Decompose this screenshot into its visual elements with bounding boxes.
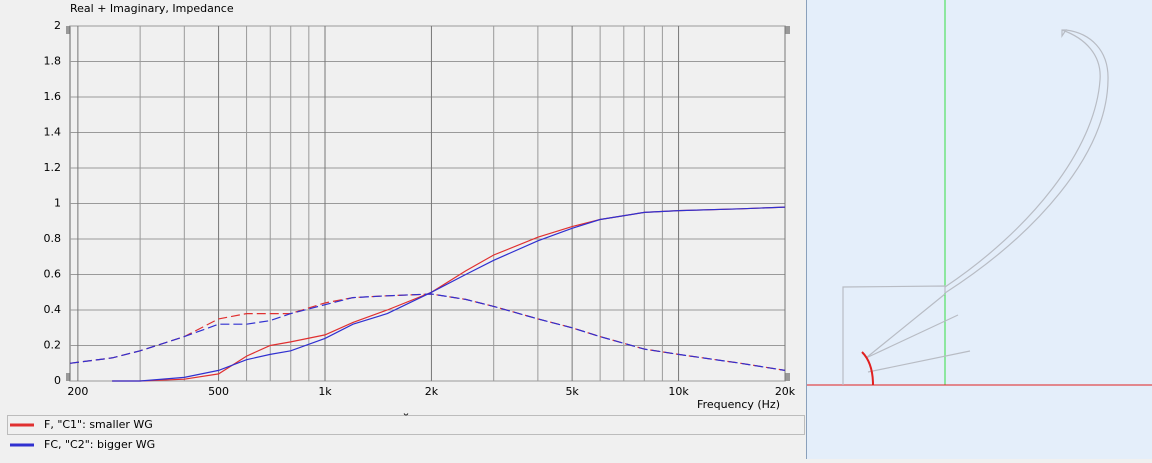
- waveguide: [842, 29, 1109, 385]
- handle: [785, 26, 790, 34]
- radiation-line: [865, 293, 946, 359]
- radiation-line: [865, 314, 959, 359]
- imaginary-line: [69, 293, 786, 371]
- waveguide-outline: [842, 285, 946, 385]
- legend-selection: [7, 415, 805, 435]
- radiation-line: [867, 350, 971, 373]
- legend-label: FC, "C2": bigger WG: [44, 438, 155, 451]
- x-tick-label: 200: [67, 385, 88, 398]
- y-tick-label: 1.6: [44, 90, 62, 103]
- handle: [785, 373, 790, 381]
- driver: [861, 351, 874, 386]
- waveguide-curve: [944, 29, 1101, 288]
- x-tick-label: 5k: [565, 385, 579, 398]
- chart-title: Real + Imaginary, Impedance: [70, 2, 234, 15]
- x-tick-label: 1k: [318, 385, 332, 398]
- legend-label: F, "C1": smaller WG: [44, 418, 153, 431]
- x-tick-label: 20k: [775, 385, 796, 398]
- handle: [66, 373, 70, 381]
- y-tick-label: 0.2: [44, 339, 62, 352]
- y-tick-label: 0: [54, 374, 61, 387]
- x-tick-label: 10k: [668, 385, 689, 398]
- geometry-panel: [807, 0, 1152, 459]
- y-tick-label: 1.8: [44, 55, 62, 68]
- x-axis-label: Frequency (Hz): [697, 398, 780, 411]
- y-tick-label: 2: [54, 19, 61, 32]
- x-tick-label: 500: [208, 385, 229, 398]
- y-tick-label: 1.2: [44, 161, 62, 174]
- y-tick-label: 1.4: [44, 126, 62, 139]
- y-tick-label: 0.4: [44, 303, 62, 316]
- handle: [66, 26, 70, 34]
- legend-entry: FC, "C2": bigger WG: [10, 438, 155, 451]
- y-tick-label: 1: [54, 197, 61, 210]
- splitter-mark: ⌄: [401, 406, 410, 419]
- waveguide-curve: [944, 29, 1109, 294]
- y-tick-label: 0.8: [44, 232, 62, 245]
- x-tick-label: 2k: [425, 385, 439, 398]
- legend-entry: F, "C1": smaller WG: [10, 418, 153, 431]
- y-tick-label: 0.6: [44, 268, 62, 281]
- waveguide-tip: [1061, 29, 1068, 38]
- real-line: [112, 206, 786, 382]
